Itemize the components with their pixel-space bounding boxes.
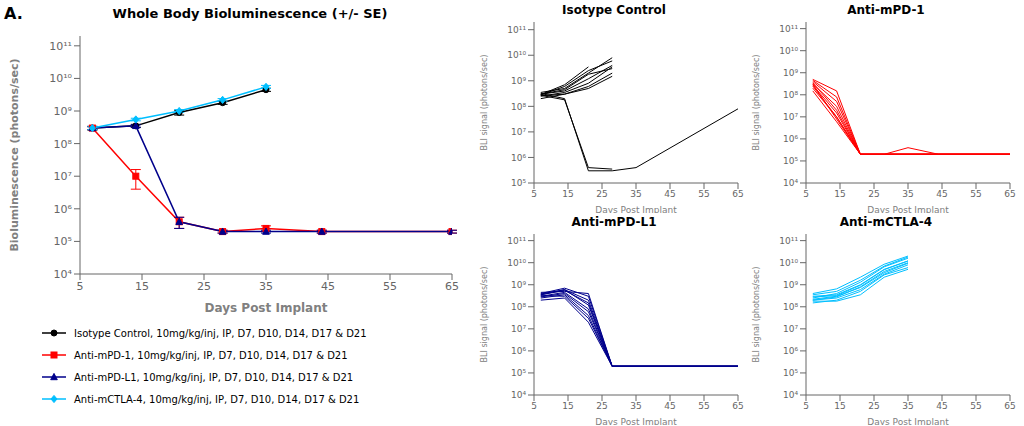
svg-text:10⁸: 10⁸ bbox=[511, 102, 526, 112]
svg-text:10⁴: 10⁴ bbox=[783, 178, 798, 188]
svg-text:10⁹: 10⁹ bbox=[511, 280, 526, 290]
svg-text:10⁴: 10⁴ bbox=[54, 268, 73, 281]
svg-text:10¹¹: 10¹¹ bbox=[49, 40, 72, 53]
svg-text:45: 45 bbox=[321, 280, 335, 293]
svg-text:10⁶: 10⁶ bbox=[783, 134, 798, 144]
svg-text:45: 45 bbox=[936, 401, 947, 411]
html-text:Anti-mPD-1: Anti-mPD-1 bbox=[847, 3, 925, 17]
svg-text:10¹¹: 10¹¹ bbox=[507, 236, 526, 246]
svg-text:15: 15 bbox=[834, 401, 845, 411]
svg-text:65: 65 bbox=[1004, 401, 1015, 411]
svg-text:10⁶: 10⁶ bbox=[511, 153, 526, 163]
svg-text:35: 35 bbox=[630, 401, 641, 411]
svg-text:55: 55 bbox=[383, 280, 397, 293]
html-text:Isotype Control, 10mg/kg/inj,: Isotype Control, 10mg/kg/inj, IP, D7, D1… bbox=[74, 327, 367, 339]
svg-text:5: 5 bbox=[531, 189, 537, 199]
svg-text:10¹¹: 10¹¹ bbox=[507, 25, 526, 35]
svg-text:10⁴: 10⁴ bbox=[783, 390, 798, 400]
svg-text:BLI signal (photons/sec): BLI signal (photons/sec) bbox=[752, 267, 761, 363]
svg-text:35: 35 bbox=[902, 189, 913, 199]
svg-text:10⁹: 10⁹ bbox=[783, 280, 798, 290]
svg-text:25: 25 bbox=[596, 401, 607, 411]
svg-text:5: 5 bbox=[803, 401, 809, 411]
svg-text:10¹¹: 10¹¹ bbox=[779, 236, 798, 246]
svg-text:10⁹: 10⁹ bbox=[783, 68, 798, 78]
svg-text:10⁵: 10⁵ bbox=[783, 368, 798, 378]
svg-text:10⁶: 10⁶ bbox=[783, 346, 798, 356]
svg-text:10¹⁰: 10¹⁰ bbox=[49, 72, 72, 85]
svg-text:55: 55 bbox=[970, 189, 981, 199]
svg-text:10¹⁰: 10¹⁰ bbox=[507, 50, 526, 60]
svg-text:35: 35 bbox=[902, 401, 913, 411]
svg-text:5: 5 bbox=[803, 189, 809, 199]
svg-text:65: 65 bbox=[445, 280, 459, 293]
svg-text:10⁸: 10⁸ bbox=[54, 138, 73, 151]
svg-text:Days Post Implant: Days Post Implant bbox=[595, 417, 677, 425]
svg-text:10⁹: 10⁹ bbox=[54, 105, 72, 118]
svg-text:Bioluminescence (photons/sec): Bioluminescence (photons/sec) bbox=[8, 58, 21, 251]
html-text:Isotype Control: Isotype Control bbox=[562, 3, 666, 17]
html-text:Anti-mCTLA-4: Anti-mCTLA-4 bbox=[839, 215, 933, 229]
html-text:A.: A. bbox=[4, 4, 23, 23]
svg-text:15: 15 bbox=[135, 280, 149, 293]
svg-text:10⁷: 10⁷ bbox=[783, 324, 798, 334]
svg-text:10⁷: 10⁷ bbox=[54, 170, 72, 183]
html-text:Anti-mPD-L1: Anti-mPD-L1 bbox=[571, 215, 657, 229]
svg-text:10¹¹: 10¹¹ bbox=[779, 24, 798, 34]
svg-text:25: 25 bbox=[596, 189, 607, 199]
html-text:Anti-mCTLA-4, 10mg/kg/inj, IP,: Anti-mCTLA-4, 10mg/kg/inj, IP, D7, D10, … bbox=[74, 393, 360, 405]
svg-text:Days Post Implant: Days Post Implant bbox=[867, 417, 949, 425]
svg-text:10⁷: 10⁷ bbox=[511, 127, 526, 137]
svg-text:BLI signal (photons/sec): BLI signal (photons/sec) bbox=[480, 267, 489, 363]
svg-text:10⁶: 10⁶ bbox=[511, 346, 526, 356]
svg-text:10⁴: 10⁴ bbox=[511, 390, 526, 400]
svg-text:45: 45 bbox=[936, 189, 947, 199]
svg-text:55: 55 bbox=[970, 401, 981, 411]
html-text:Whole Body Bioluminescence (+/: Whole Body Bioluminescence (+/- SE) bbox=[112, 6, 388, 21]
svg-text:10⁵: 10⁵ bbox=[783, 156, 798, 166]
svg-text:Days Post Implant: Days Post Implant bbox=[595, 205, 677, 213]
html-text:Anti-mPD-1, 10mg/kg/inj, IP, D: Anti-mPD-1, 10mg/kg/inj, IP, D7, D10, D1… bbox=[74, 349, 348, 361]
svg-text:10⁶: 10⁶ bbox=[54, 203, 73, 216]
svg-text:65: 65 bbox=[1004, 189, 1015, 199]
svg-text:35: 35 bbox=[259, 280, 273, 293]
svg-text:10⁵: 10⁵ bbox=[54, 235, 72, 248]
svg-text:45: 45 bbox=[664, 401, 675, 411]
svg-text:BLI signal (photons/sec): BLI signal (photons/sec) bbox=[480, 55, 489, 151]
svg-text:10⁷: 10⁷ bbox=[783, 112, 798, 122]
svg-text:10⁵: 10⁵ bbox=[511, 368, 526, 378]
svg-text:65: 65 bbox=[732, 189, 743, 199]
svg-text:25: 25 bbox=[197, 280, 211, 293]
svg-text:55: 55 bbox=[698, 189, 709, 199]
svg-text:5: 5 bbox=[531, 401, 537, 411]
svg-text:25: 25 bbox=[868, 401, 879, 411]
svg-text:10⁸: 10⁸ bbox=[783, 90, 798, 100]
svg-text:55: 55 bbox=[698, 401, 709, 411]
svg-text:5: 5 bbox=[77, 280, 84, 293]
svg-text:10⁹: 10⁹ bbox=[511, 76, 526, 86]
svg-text:15: 15 bbox=[562, 401, 573, 411]
svg-text:10¹⁰: 10¹⁰ bbox=[507, 258, 526, 268]
svg-text:10¹⁰: 10¹⁰ bbox=[779, 258, 798, 268]
svg-text:Days Post Implant: Days Post Implant bbox=[867, 205, 949, 213]
svg-text:15: 15 bbox=[834, 189, 845, 199]
svg-text:10⁸: 10⁸ bbox=[511, 302, 526, 312]
svg-text:15: 15 bbox=[562, 189, 573, 199]
svg-text:10⁸: 10⁸ bbox=[783, 302, 798, 312]
svg-text:65: 65 bbox=[732, 401, 743, 411]
svg-text:45: 45 bbox=[664, 189, 675, 199]
html-text:Anti-mPD-L1, 10mg/kg/inj, IP,: Anti-mPD-L1, 10mg/kg/inj, IP, D7, D10, D… bbox=[74, 371, 354, 383]
svg-text:10⁵: 10⁵ bbox=[511, 178, 526, 188]
svg-text:Days Post Implant: Days Post Implant bbox=[205, 301, 328, 315]
svg-text:10¹⁰: 10¹⁰ bbox=[779, 46, 798, 56]
svg-text:35: 35 bbox=[630, 189, 641, 199]
svg-text:10⁷: 10⁷ bbox=[511, 324, 526, 334]
svg-text:BLI signal (photons/sec): BLI signal (photons/sec) bbox=[752, 55, 761, 151]
svg-text:25: 25 bbox=[868, 189, 879, 199]
